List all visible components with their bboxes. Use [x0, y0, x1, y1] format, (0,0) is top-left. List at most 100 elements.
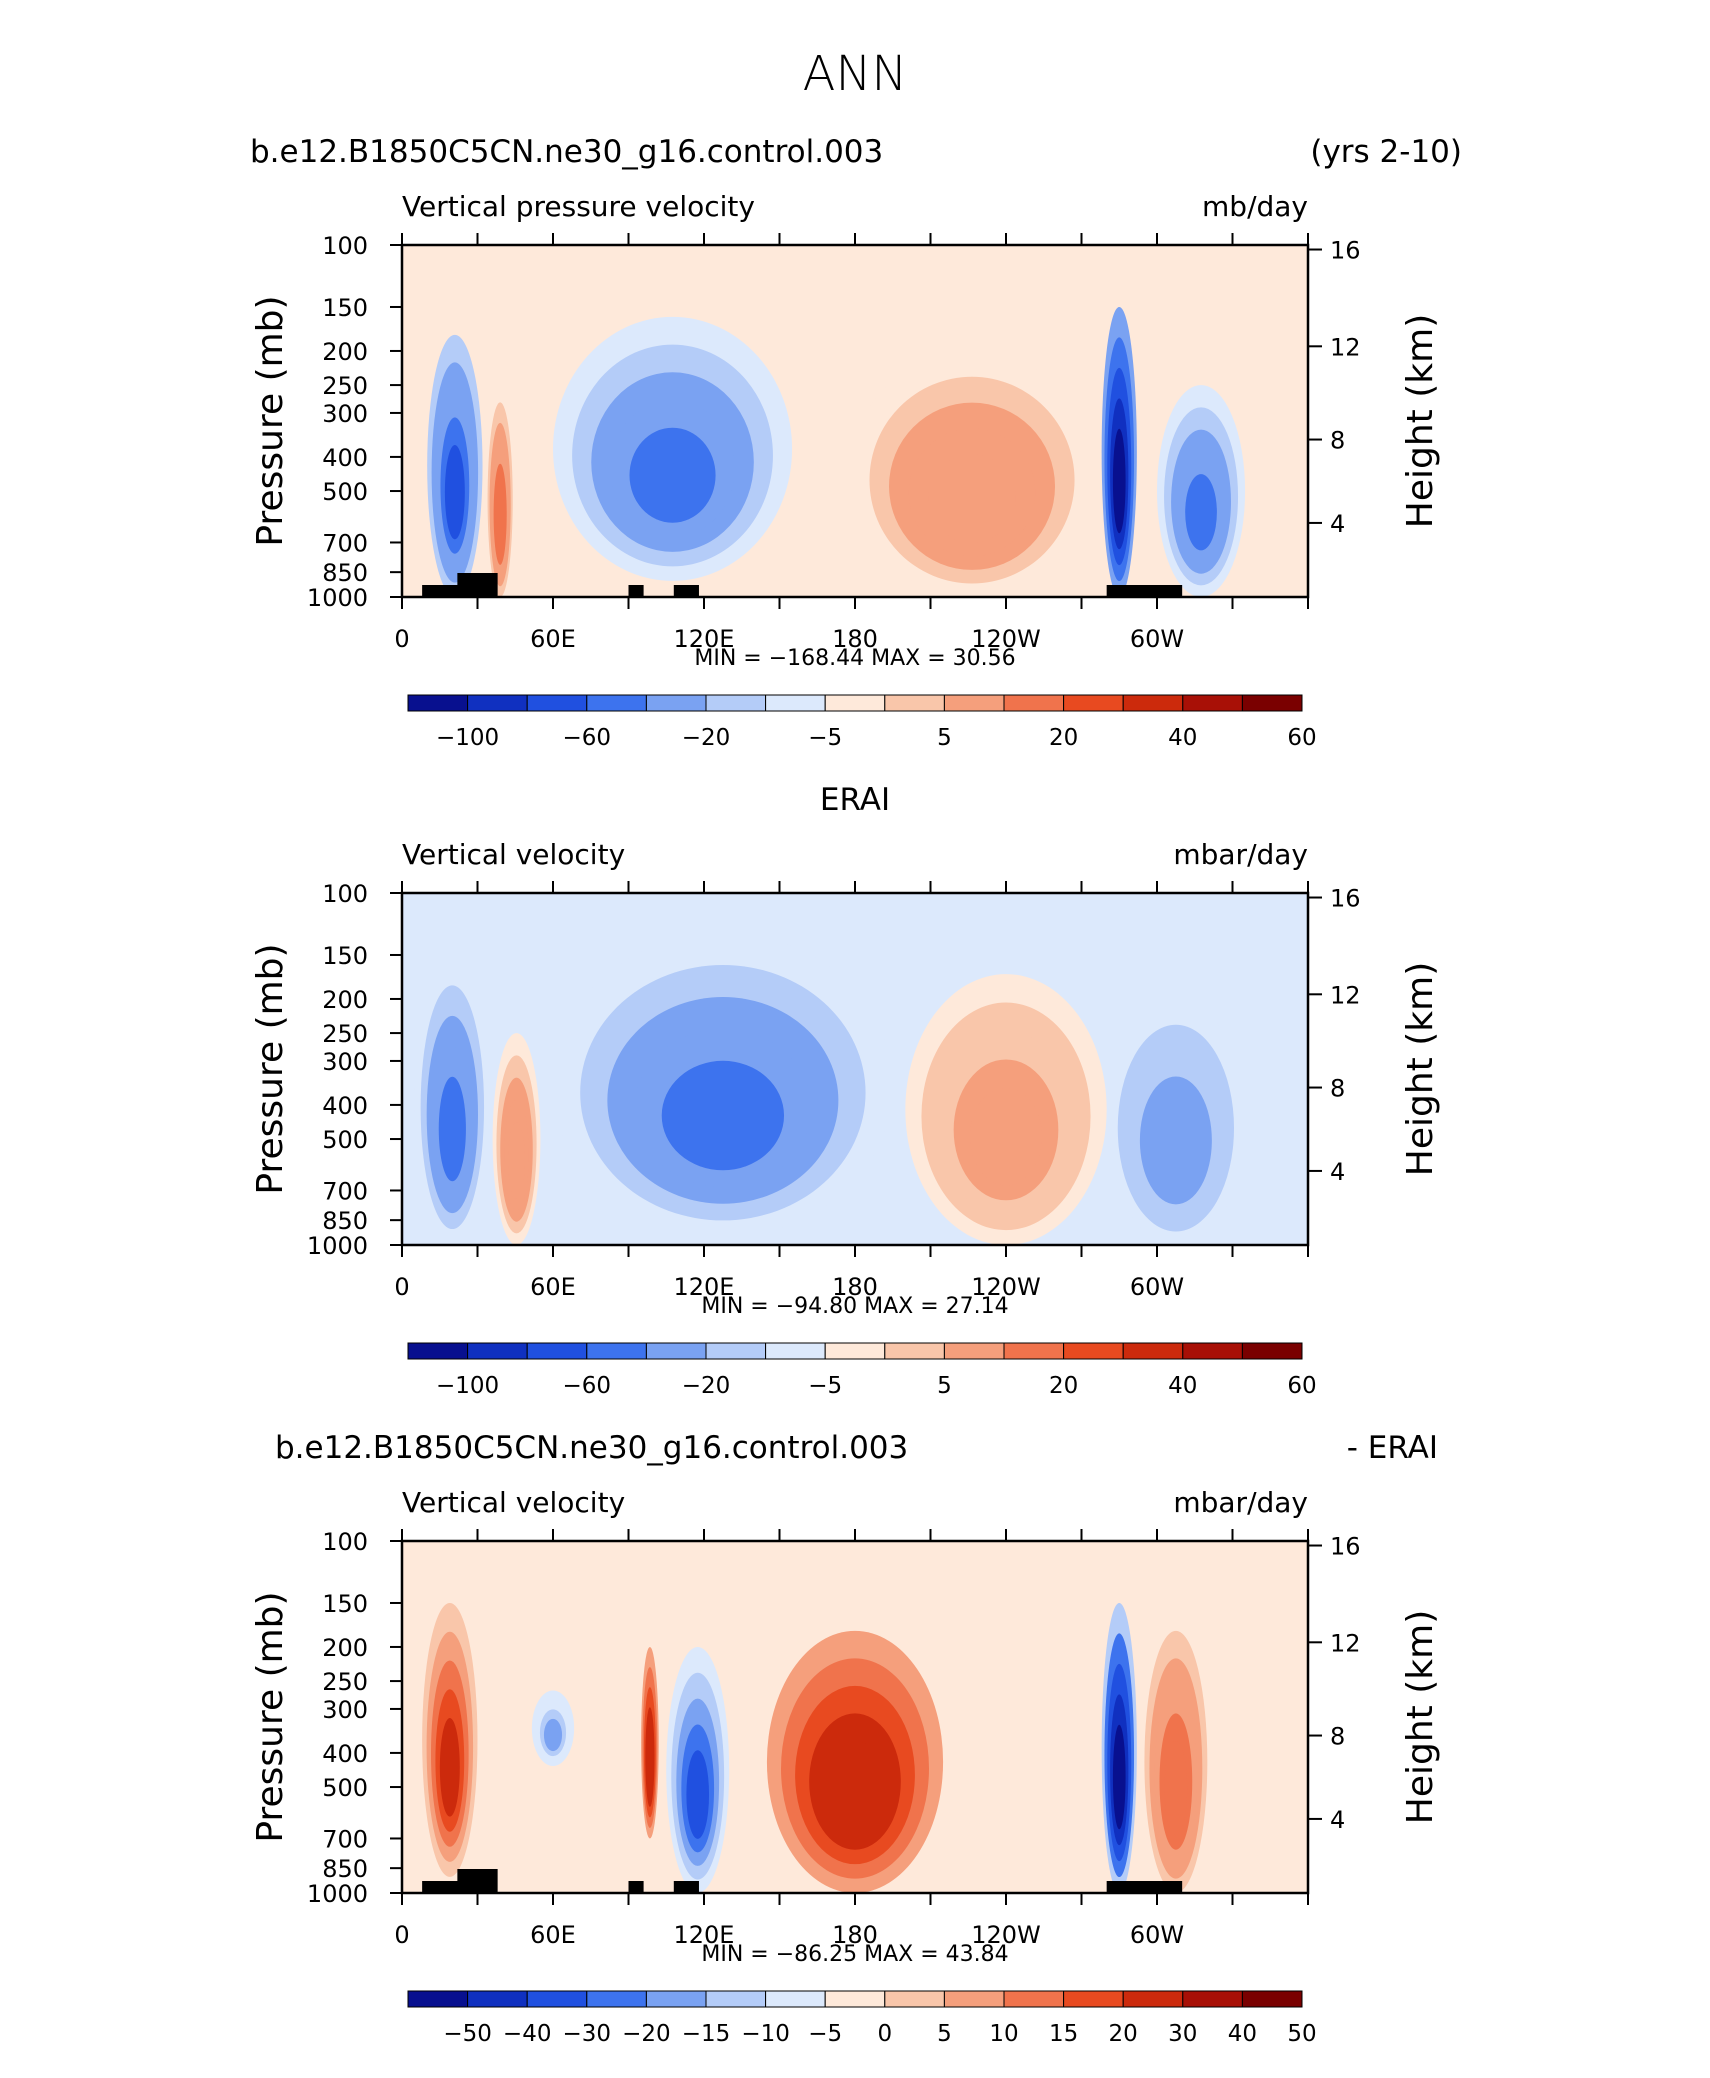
panel-title-right: (yrs 2-10): [1310, 134, 1462, 170]
y2-tick-label: 12: [1330, 981, 1361, 1009]
y-tick-label: 1000: [307, 1232, 368, 1260]
y-tick-label: 150: [322, 294, 368, 322]
contour-region: [1150, 1102, 1201, 1191]
contour-region: [543, 1718, 563, 1752]
colorbar-cell: [765, 1342, 826, 1360]
contour-field: [402, 245, 1308, 597]
page-title: ANN: [803, 46, 908, 102]
y-tick-label: 150: [322, 942, 368, 970]
colorbar-label: 40: [1228, 2021, 1257, 2047]
colorbar-label: −100: [436, 1373, 499, 1399]
min-max-label: MIN = −86.25 MAX = 43.84: [701, 1942, 1008, 1967]
min-max-label: MIN = −168.44 MAX = 30.56: [694, 646, 1015, 671]
panel-title-right: - ERAI: [1347, 1430, 1438, 1466]
y2-tick-label: 16: [1330, 1533, 1361, 1561]
y2-tick-label: 16: [1330, 237, 1361, 265]
topography-bar: [673, 585, 699, 597]
field-background: [402, 245, 1308, 597]
x-tick-label: 120E: [674, 1921, 735, 1949]
colorbar-cell: [586, 694, 647, 712]
x-tick-label: 180: [832, 625, 878, 653]
y2-tick-label: 4: [1330, 1158, 1345, 1186]
colorbar-label: 15: [1049, 2021, 1078, 2047]
colorbar-cell: [526, 1342, 588, 1360]
contour-region: [686, 1750, 710, 1839]
colorbar-cell: [1122, 694, 1184, 712]
colorbar-cell: [1003, 694, 1065, 712]
variable-label: Vertical pressure velocity: [402, 190, 755, 223]
colorbar-cell: [1241, 1990, 1303, 2008]
y-tick-label: 100: [322, 232, 368, 260]
x-tick-label: 180: [832, 1921, 878, 1949]
colorbar-cell: [467, 1342, 528, 1360]
contour-region: [507, 1122, 526, 1199]
colorbar-label: 50: [1287, 2021, 1316, 2047]
colorbar-label: 5: [937, 1373, 952, 1399]
units-label: mbar/day: [1173, 838, 1308, 871]
y-tick-label: 500: [322, 1774, 368, 1802]
units-label: mb/day: [1202, 190, 1308, 223]
colorbar-label: −20: [682, 725, 731, 751]
y-tick-label: 250: [322, 1020, 368, 1048]
colorbar-cell: [407, 694, 469, 712]
contour-field: [402, 893, 1308, 1245]
colorbar-cell: [1122, 1990, 1184, 2008]
x-tick-label: 120E: [674, 625, 735, 653]
colorbar-label: 40: [1168, 1373, 1197, 1399]
colorbar-label: 10: [989, 2021, 1018, 2047]
colorbar-cell: [884, 694, 945, 712]
y-axis-title: Pressure (mb): [250, 943, 291, 1194]
y2-tick-label: 12: [1330, 333, 1361, 361]
colorbar-cell: [526, 694, 588, 712]
colorbar-label: 20: [1049, 1373, 1078, 1399]
colorbar-cell: [943, 694, 1005, 712]
y-tick-label: 250: [322, 1668, 368, 1696]
y-tick-label: 850: [322, 559, 368, 587]
colorbar-label: −30: [563, 2021, 612, 2047]
x-tick-label: 60E: [530, 1273, 576, 1301]
colorbar-cell: [943, 1990, 1005, 2008]
contour-region: [646, 1727, 654, 1797]
panel-model: b.e12.B1850C5CN.ne30_g16.control.003 (yrs…: [250, 134, 1462, 751]
colorbar-label: −5: [808, 725, 842, 751]
contour-region: [1112, 1724, 1126, 1830]
y-tick-label: 400: [322, 1092, 368, 1120]
y-tick-label: 400: [322, 1740, 368, 1768]
panel-title-left: b.e12.B1850C5CN.ne30_g16.control.003: [250, 134, 883, 170]
colorbar-label: −40: [503, 2021, 552, 2047]
y-tick-label: 250: [322, 372, 368, 400]
x-tick-label: 60W: [1130, 625, 1184, 653]
y2-tick-label: 16: [1330, 885, 1361, 913]
contour-region: [823, 1740, 887, 1836]
colorbar-cell: [645, 694, 707, 712]
colorbar-label: 20: [1049, 725, 1078, 751]
colorbar-cell: [1182, 1342, 1243, 1360]
x-tick-label: 60E: [530, 625, 576, 653]
x-tick-label: 0: [394, 1273, 409, 1301]
x-tick-label: 120W: [971, 1273, 1041, 1301]
variable-label: Vertical velocity: [402, 838, 625, 871]
contour-region: [495, 484, 505, 555]
contour-region: [439, 1718, 460, 1817]
y2-tick-label: 8: [1330, 427, 1345, 455]
y-tick-label: 1000: [307, 1880, 368, 1908]
colorbar-label: −60: [563, 725, 612, 751]
colorbar-label: 20: [1109, 2021, 1138, 2047]
y-tick-label: 850: [322, 1855, 368, 1883]
y-tick-label: 1000: [307, 584, 368, 612]
x-tick-label: 180: [832, 1273, 878, 1301]
y2-tick-label: 8: [1330, 1723, 1345, 1751]
colorbar-label: −10: [741, 2021, 790, 2047]
y-tick-label: 200: [322, 986, 368, 1014]
colorbar-cell: [1182, 694, 1243, 712]
colorbar-label: −50: [443, 2021, 492, 2047]
colorbar-label: 0: [877, 2021, 892, 2047]
colorbar-cell: [824, 1990, 886, 2008]
colorbar-cell: [467, 1990, 528, 2008]
colorbar-cell: [705, 1990, 767, 2008]
x-tick-label: 120W: [971, 625, 1041, 653]
colorbar-cell: [407, 1342, 469, 1360]
colorbar-label: 60: [1287, 725, 1316, 751]
y2-axis-title: Height (km): [1400, 1610, 1441, 1824]
